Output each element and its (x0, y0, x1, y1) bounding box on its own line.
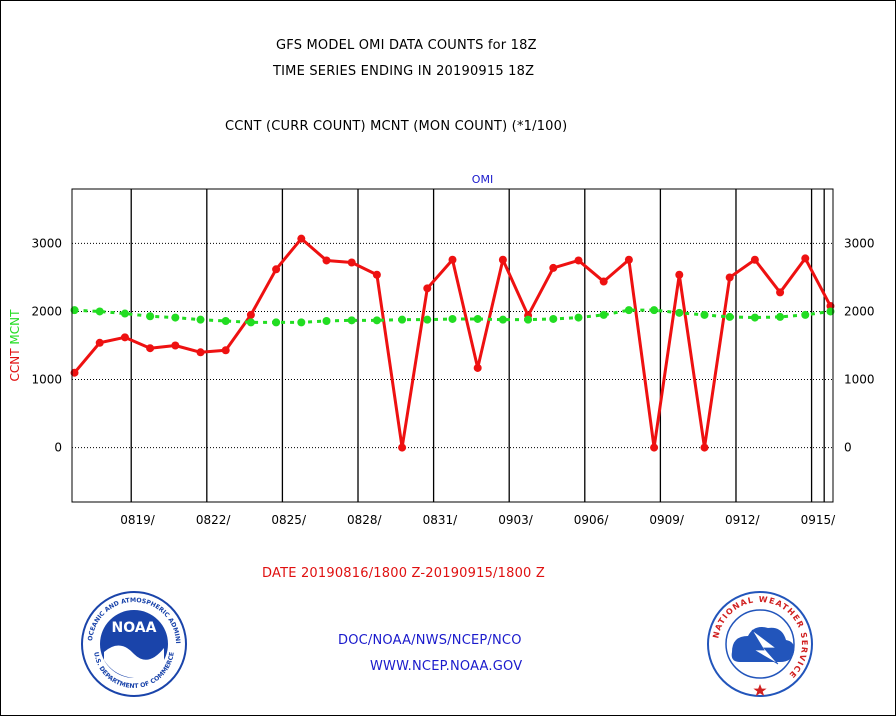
ccnt-point (272, 265, 281, 274)
seagull-icon (104, 645, 164, 679)
ccnt-point (549, 263, 558, 272)
x-tick-label: 0822/ (196, 513, 232, 527)
mcnt-point (524, 315, 533, 324)
ccnt-point (801, 254, 810, 263)
mcnt-point (221, 317, 230, 326)
lightning-icon (751, 629, 779, 665)
x-tick-label: 0825/ (271, 513, 307, 527)
mcnt-point (372, 316, 381, 325)
y-tick-label-left: 2000 (31, 304, 62, 318)
ccnt-point (322, 256, 331, 265)
x-tick-label: 0831/ (423, 513, 459, 527)
y-tick-label-right: 1000 (844, 373, 875, 387)
y-tick-label-right: 2000 (844, 304, 875, 318)
mcnt-point (146, 312, 155, 321)
x-tick-label: 0912/ (725, 513, 761, 527)
date-range-label: DATE 20190816/1800 Z-20190915/1800 Z (262, 566, 545, 581)
ccnt-point (776, 288, 785, 297)
mcnt-point (448, 314, 457, 323)
ccnt-point (95, 338, 104, 347)
chart-title: OMI (472, 173, 493, 186)
y-tick-label-right: 3000 (844, 236, 875, 250)
ccnt-point (574, 256, 583, 265)
ccnt-point (171, 341, 180, 350)
ccnt-point (246, 310, 255, 319)
mcnt-point (826, 307, 835, 316)
ccnt-point (347, 258, 356, 267)
plot-area (71, 188, 834, 503)
mcnt-point (95, 307, 104, 316)
ccnt-point (675, 270, 684, 279)
ccnt-point (624, 255, 633, 264)
y-tick-label-right: 0 (844, 441, 852, 455)
ccnt-point (700, 443, 709, 452)
ccnt-point (599, 277, 608, 286)
y-tick-label-left: 3000 (31, 236, 62, 250)
mcnt-point (700, 310, 709, 319)
x-tick-label: 0819/ (120, 513, 156, 527)
mcnt-point (120, 309, 129, 318)
ccnt-series-line (73, 237, 832, 450)
ccnt-point (498, 255, 507, 264)
noaa-logo: NATIONAL OCEANIC AND ATMOSPHERIC ADMINIS… (80, 590, 187, 697)
x-tick-label: 0909/ (649, 513, 685, 527)
ccnt-point (398, 443, 407, 452)
mcnt-point (423, 315, 432, 324)
org-label: DOC/NOAA/NWS/NCEP/NCO (338, 633, 522, 648)
nws-logo: NATIONAL WEATHER SERVICE (707, 591, 813, 697)
mcnt-point (599, 310, 608, 319)
y-axis-label: CCNT MCNT (8, 309, 22, 382)
ccnt-point (221, 346, 230, 355)
mcnt-point (322, 317, 331, 326)
mcnt-point (650, 306, 659, 315)
ccnt-point (70, 368, 79, 377)
mcnt-point (196, 315, 205, 324)
mcnt-point (776, 312, 785, 321)
mcnt-point (347, 316, 356, 325)
mcnt-point (624, 306, 633, 315)
ccnt-axis-label: CCNT (8, 348, 22, 382)
mcnt-point (675, 308, 684, 317)
ccnt-point (650, 443, 659, 452)
x-tick-label: 0828/ (347, 513, 383, 527)
mcnt-point (725, 312, 734, 321)
ccnt-point (725, 273, 734, 282)
ccnt-point (146, 344, 155, 353)
ccnt-point (120, 333, 129, 342)
mcnt-point (498, 315, 507, 324)
url-link[interactable]: WWW.NCEP.NOAA.GOV (370, 659, 523, 674)
ccnt-point (372, 270, 381, 279)
title-line-3: CCNT (CURR COUNT) MCNT (MON COUNT) (*1/1… (225, 119, 568, 134)
mcnt-point (549, 314, 558, 323)
ccnt-point (196, 348, 205, 357)
mcnt-point (574, 313, 583, 322)
mcnt-point (171, 313, 180, 322)
mcnt-point (398, 315, 407, 324)
title-line-2: TIME SERIES ENDING IN 20190915 18Z (273, 64, 535, 79)
x-tick-label: 0903/ (498, 513, 534, 527)
star-icon (753, 684, 767, 696)
mcnt-point (297, 318, 306, 327)
mcnt-point (272, 318, 281, 327)
mcnt-axis-label: MCNT (8, 309, 22, 345)
y-tick-label-left: 0 (54, 441, 62, 455)
mcnt-point (473, 314, 482, 323)
y-tick-label-left: 1000 (31, 373, 62, 387)
ccnt-point (448, 255, 457, 264)
mcnt-point (801, 310, 810, 319)
ccnt-point (297, 234, 306, 243)
mcnt-point (246, 318, 255, 327)
mcnt-point (70, 306, 79, 315)
noaa-badge-text: NOAA (112, 620, 157, 636)
ccnt-point (423, 284, 432, 293)
x-tick-label: 0906/ (574, 513, 610, 527)
title-line-1: GFS MODEL OMI DATA COUNTS for 18Z (276, 38, 537, 53)
ccnt-point (473, 363, 482, 372)
mcnt-point (750, 313, 759, 322)
x-tick-label: 0915/ (801, 513, 837, 527)
ccnt-point (750, 255, 759, 264)
